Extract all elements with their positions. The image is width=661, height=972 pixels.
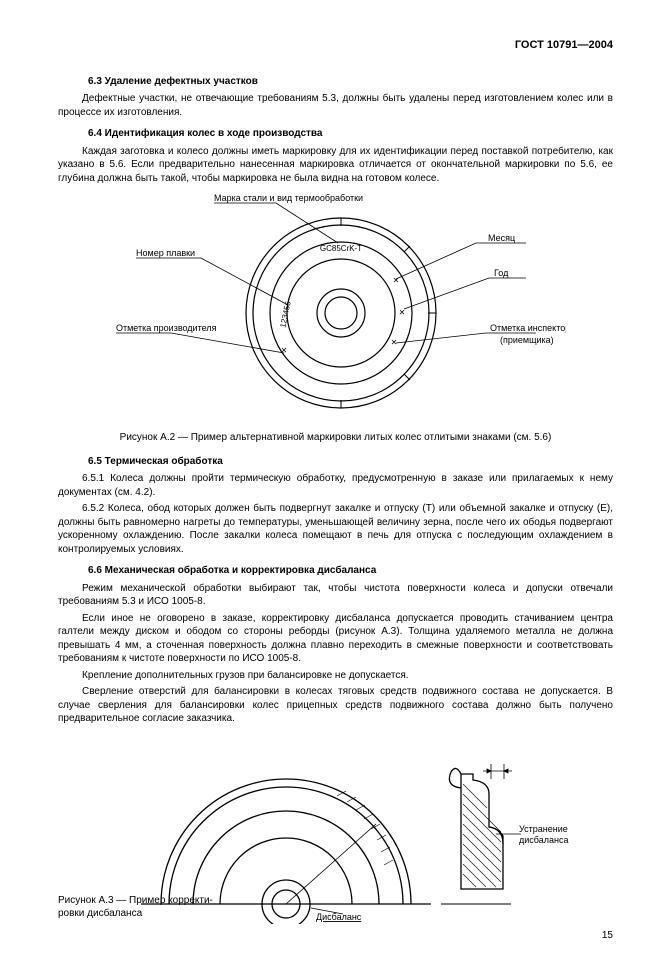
label-fix-2: дисбаланса [519, 835, 568, 845]
section-6-4-heading: 6.4 Идентификация колес в ходе производс… [58, 127, 613, 141]
section-6-3-heading: 6.3 Удаление дефектных участков [58, 75, 613, 89]
section-6-6-heading: 6.6 Механическая обработка и корректиров… [58, 564, 613, 578]
label-manufacturer: Отметка производителя [116, 323, 217, 333]
label-marka: Марка стали и вид термообработки [214, 193, 363, 203]
figure-a3-caption-line1: Рисунок А.3 — Пример корректи- [58, 895, 213, 906]
section-6-5-heading: 6.5 Термическая обработка [58, 455, 613, 469]
figure-a2-caption: Рисунок А.2 — Пример альтернативной марк… [58, 431, 613, 445]
figure-a2-diagram: GC85CrK-T 123456 ✕ ✕ ✕ ✕ Марка стали и в… [106, 193, 566, 423]
svg-text:✕: ✕ [392, 276, 399, 285]
body-paragraph: Режим механической обработки выбирают та… [58, 582, 613, 609]
label-month: Месяц [488, 233, 515, 243]
body-paragraph: 6.5.2 Колеса, обод которых должен быть п… [58, 502, 613, 556]
body-paragraph: 6.5.1 Колеса должны пройти термическую о… [58, 472, 613, 499]
figure-a3-caption: Рисунок А.3 — Пример корректи- ровки дис… [58, 894, 228, 921]
label-inspector-2: (приемщика) [500, 335, 554, 345]
label-num-mark: 123456 [278, 300, 292, 329]
label-fix-1: Устранение [519, 824, 568, 834]
body-paragraph: Крепление дополнительных грузов при бала… [58, 669, 613, 683]
label-year: Год [494, 268, 509, 278]
label-inspector-1: Отметка инспектора [490, 323, 566, 333]
svg-text:✕: ✕ [390, 338, 397, 347]
body-paragraph: Каждая заготовка и колесо должны иметь м… [58, 145, 613, 186]
document-header: ГОСТ 10791—2004 [58, 38, 613, 53]
body-paragraph: Сверление отверстий для балансировки в к… [58, 685, 613, 726]
label-disbalance: Дисбаланс [316, 912, 362, 922]
svg-text:✕: ✕ [280, 346, 287, 355]
body-paragraph: Если иное не оговорено в заказе, коррект… [58, 612, 613, 666]
body-paragraph: Дефектные участки, не отвечающие требова… [58, 92, 613, 119]
label-top-mark: GC85CrK-T [319, 244, 361, 253]
figure-a3-caption-line2: ровки дисбаланса [58, 908, 142, 919]
svg-text:✕: ✕ [398, 308, 405, 317]
label-plavka: Номер плавки [136, 248, 195, 258]
